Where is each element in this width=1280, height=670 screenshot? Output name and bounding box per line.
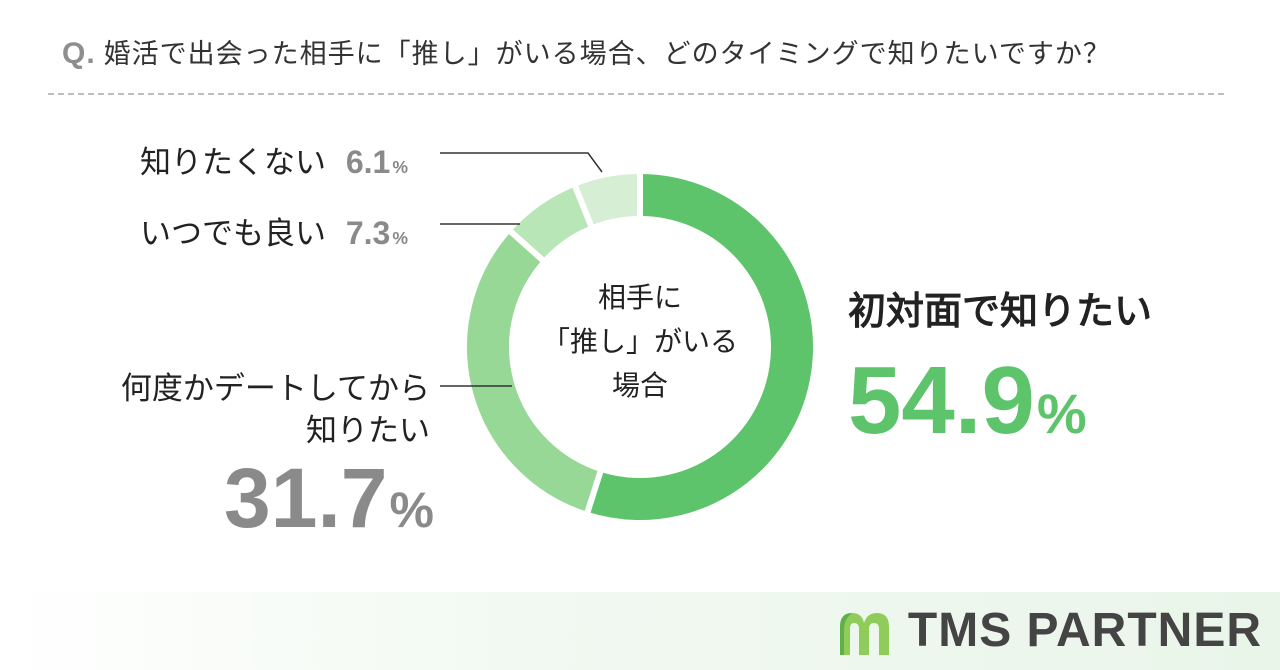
label-after-dates-name: 何度かデートしてから知りたい	[120, 371, 430, 449]
footer-band	[0, 592, 1280, 670]
leader-dont-want	[440, 152, 603, 173]
label-after-dates-number: 31.7	[224, 451, 388, 545]
center-label-line: 相手に	[598, 281, 682, 314]
label-dont-want-value: 6.1%	[346, 144, 408, 180]
label-dont-want-unit: %	[392, 157, 408, 177]
label-first-meeting: 初対面で知りたい	[848, 280, 1152, 335]
center-label-line: 場合	[612, 369, 668, 402]
label-after-dates-unit: %	[389, 482, 434, 538]
question-text: Q. 婚活で出会った相手に「推し」がいる場合、どのタイミングで知りたいですか？	[62, 32, 1111, 71]
slice-after-dates	[461, 225, 605, 519]
label-anytime-value: 7.3%	[346, 215, 408, 251]
label-first-meeting-name: 初対面で知りたい	[848, 289, 1153, 333]
label-anytime: いつでも良い 7.3%	[140, 208, 408, 253]
label-dont-want-number: 6.1	[345, 144, 391, 180]
m-leaf-logo-icon	[839, 612, 889, 655]
brand-logo: TMS PARTNER	[834, 603, 1262, 658]
label-first-meeting-number: 54.9	[848, 347, 1035, 454]
question-prefix: Q.	[62, 37, 96, 70]
label-anytime-number: 7.3	[345, 215, 391, 251]
center-label-line: 「推し」がいる	[542, 325, 738, 358]
label-dont-want-name: 知りたくない	[140, 145, 326, 181]
label-first-meeting-value: 54.9%	[848, 345, 1087, 469]
label-anytime-name: いつでも良い	[140, 216, 326, 252]
question-body: 婚活で出会った相手に「推し」がいる場合、どのタイミングで知りたいですか？	[103, 39, 1111, 70]
slice-dont-want	[570, 167, 643, 233]
brand-name: TMS PARTNER	[907, 604, 1262, 657]
slice-first-meeting	[582, 167, 819, 526]
label-after-dates: 何度かデートしてから知りたい	[100, 368, 430, 452]
dashed-divider	[48, 93, 1224, 95]
donut-chart: 相手に「推し」がいる場合	[440, 152, 819, 526]
label-anytime-unit: %	[392, 228, 408, 248]
label-after-dates-value: 31.7%	[100, 448, 434, 560]
label-dont-want: 知りたくない 6.1%	[140, 137, 408, 182]
label-first-meeting-unit: %	[1036, 382, 1087, 445]
